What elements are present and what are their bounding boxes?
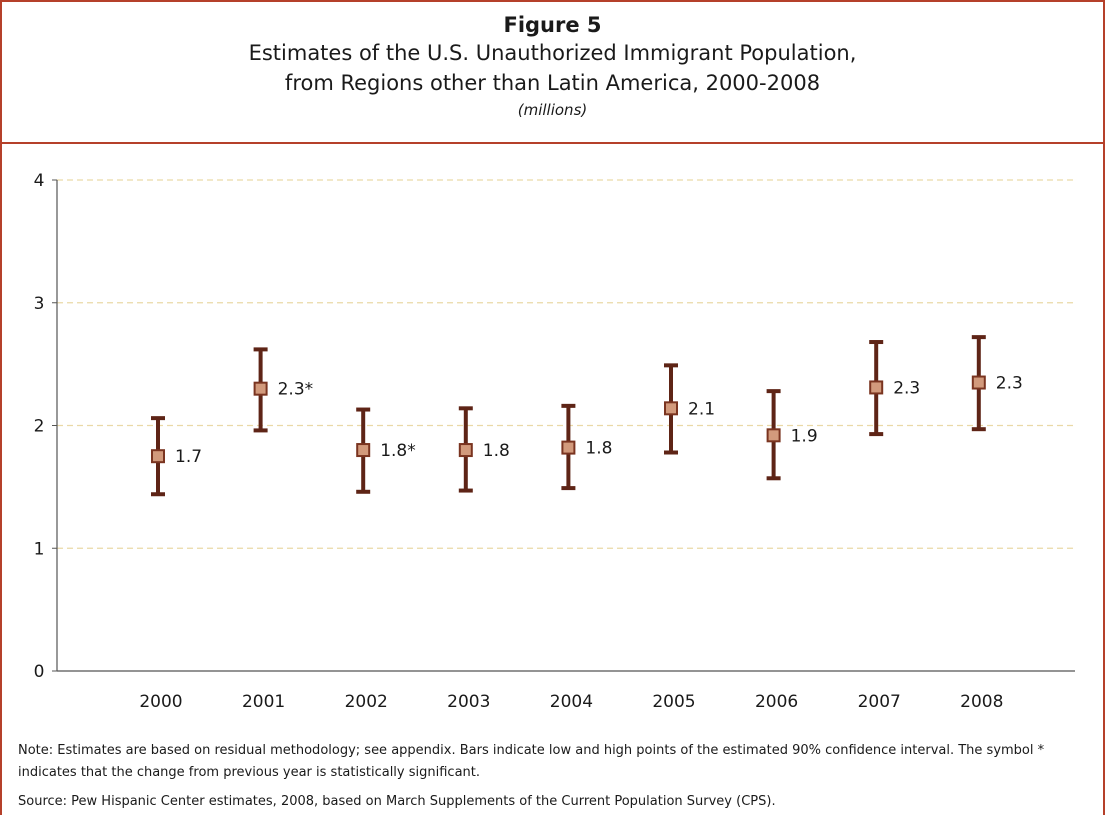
data-point-2005 [664,401,678,416]
x-tick-label-2008: 2008 [960,692,1003,712]
x-tick-label-2000: 2000 [139,692,182,712]
source-text: Source: Pew Hispanic Center estimates, 2… [18,794,776,809]
x-tick-label-2004: 2004 [550,692,593,712]
title-block: Figure 5 Estimates of the U.S. Unauthori… [10,10,1095,121]
data-point-2004 [561,440,576,455]
data-label-2005: 2.1 [688,399,715,419]
x-tick-label-2005: 2005 [652,692,695,712]
note-text: Note: Estimates are based on residual me… [18,743,1045,780]
data-point-2008 [971,375,986,390]
figure-subtitle: (millions) [517,101,588,119]
x-tick-label-2006: 2006 [755,692,798,712]
data-point-2000 [151,449,165,464]
data-label-2000: 1.7 [175,447,202,467]
data-point-2007 [869,380,884,395]
axis-layer: 0 1 2 3 4 2000 2001 2002 2003 2004 2005 2006 2007 200… [34,171,1075,712]
x-tick-label-2003: 2003 [447,692,490,712]
data-point-2002 [356,443,371,458]
grid-layer [57,179,1075,549]
y-tick-label-0: 0 [34,662,45,682]
data-label-2001: 2.3* [278,380,314,400]
y-tick-label-1: 1 [34,539,45,559]
data-label-2003: 1.8 [483,441,510,461]
data-point-2003 [458,443,473,458]
x-tick-label-2002: 2002 [345,692,388,712]
error-bar-layer [151,335,986,497]
data-point-2006 [766,428,781,443]
label-layer: 1.7 2.3* 1.8* 1.8 1.8 2.1 1.9 2.3 2.3 [175,374,1023,468]
data-label-2008: 2.3 [996,374,1023,394]
x-tick-label-2001: 2001 [242,692,285,712]
data-label-2004: 1.8 [585,439,612,459]
data-point-2001 [253,381,268,396]
y-tick-label-4: 4 [34,171,45,191]
figure-title-line2: from Regions other than Latin America, 2… [284,71,821,95]
data-label-2006: 1.9 [791,426,818,446]
data-label-2002: 1.8* [380,441,416,461]
data-label-2007: 2.3 [893,378,920,398]
y-tick-label-3: 3 [34,294,45,314]
x-tick-label-2007: 2007 [858,692,901,712]
figure-title-line1: Estimates of the U.S. Unauthorized Immig… [248,41,857,65]
y-tick-label-2: 2 [34,417,45,437]
figure-label: Figure 5 [503,13,602,37]
point-layer [151,375,986,464]
